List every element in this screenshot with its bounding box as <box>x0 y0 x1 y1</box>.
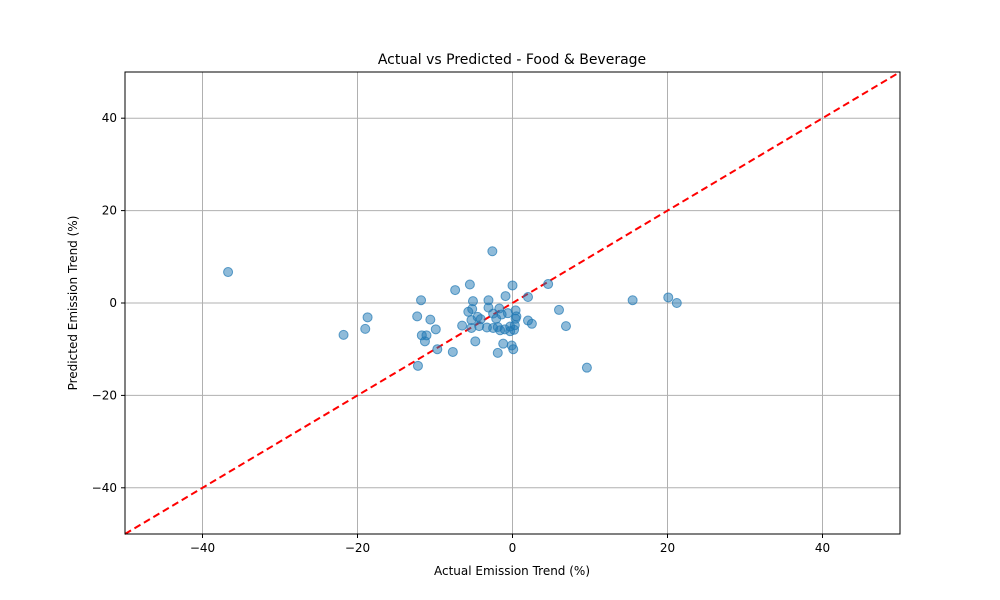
grid-lines <box>125 72 900 534</box>
x-tick-label: 0 <box>509 541 517 555</box>
y-tick-label: 20 <box>102 204 117 218</box>
scatter-point <box>487 246 498 257</box>
scatter-point <box>627 295 638 306</box>
data-points <box>223 246 682 373</box>
y-tick-label: −40 <box>92 481 117 495</box>
y-tick-label: 0 <box>109 296 117 310</box>
scatter-point <box>360 323 371 334</box>
scatter-point <box>412 311 423 322</box>
scatter-point <box>457 320 468 331</box>
x-tick-label: 40 <box>815 541 830 555</box>
scatter-point <box>447 346 458 357</box>
scatter-point <box>560 321 571 332</box>
scatter-point <box>425 314 436 325</box>
scatter-point <box>475 314 486 325</box>
y-axis-ticks: −40 −20 0 20 40 <box>92 111 125 495</box>
identity-reference-line <box>124 71 901 535</box>
scatter-point <box>554 304 564 315</box>
x-tick-label: 20 <box>660 541 675 555</box>
x-tick-label: −20 <box>345 541 370 555</box>
scatter-point <box>338 329 349 340</box>
scatter-point <box>416 295 427 306</box>
scatter-point <box>543 279 554 290</box>
scatter-point <box>663 292 674 303</box>
x-axis-ticks: −40 −20 0 20 40 <box>190 534 830 555</box>
scatter-point <box>223 267 234 278</box>
scatter-point <box>464 279 475 290</box>
x-axis-label: Actual Emission Trend (%) <box>434 564 590 578</box>
scatter-point <box>430 324 441 335</box>
chart-title: Actual vs Predicted - Food & Beverage <box>378 52 646 68</box>
scatter-point <box>421 330 432 341</box>
scatter-point <box>492 347 503 358</box>
scatter-point <box>507 280 518 291</box>
scatter-point <box>581 362 592 373</box>
scatter-point <box>500 291 511 302</box>
scatter-point <box>362 312 373 323</box>
scatter-point <box>511 311 522 322</box>
x-tick-label: −40 <box>190 541 215 555</box>
y-axis-label: Predicted Emission Trend (%) <box>66 216 80 391</box>
y-tick-label: −20 <box>92 388 117 402</box>
scatter-point <box>412 360 423 371</box>
scatter-point <box>450 285 461 296</box>
scatter-point <box>470 336 481 347</box>
scatter-point <box>498 338 509 349</box>
scatter-point <box>432 344 443 355</box>
scatter-point <box>526 318 537 329</box>
scatter-point <box>671 298 682 308</box>
scatter-point <box>523 291 533 302</box>
y-tick-label: 40 <box>102 111 117 125</box>
reference-line-group <box>124 71 901 535</box>
scatter-point <box>508 344 519 355</box>
scatter-point <box>467 296 478 307</box>
